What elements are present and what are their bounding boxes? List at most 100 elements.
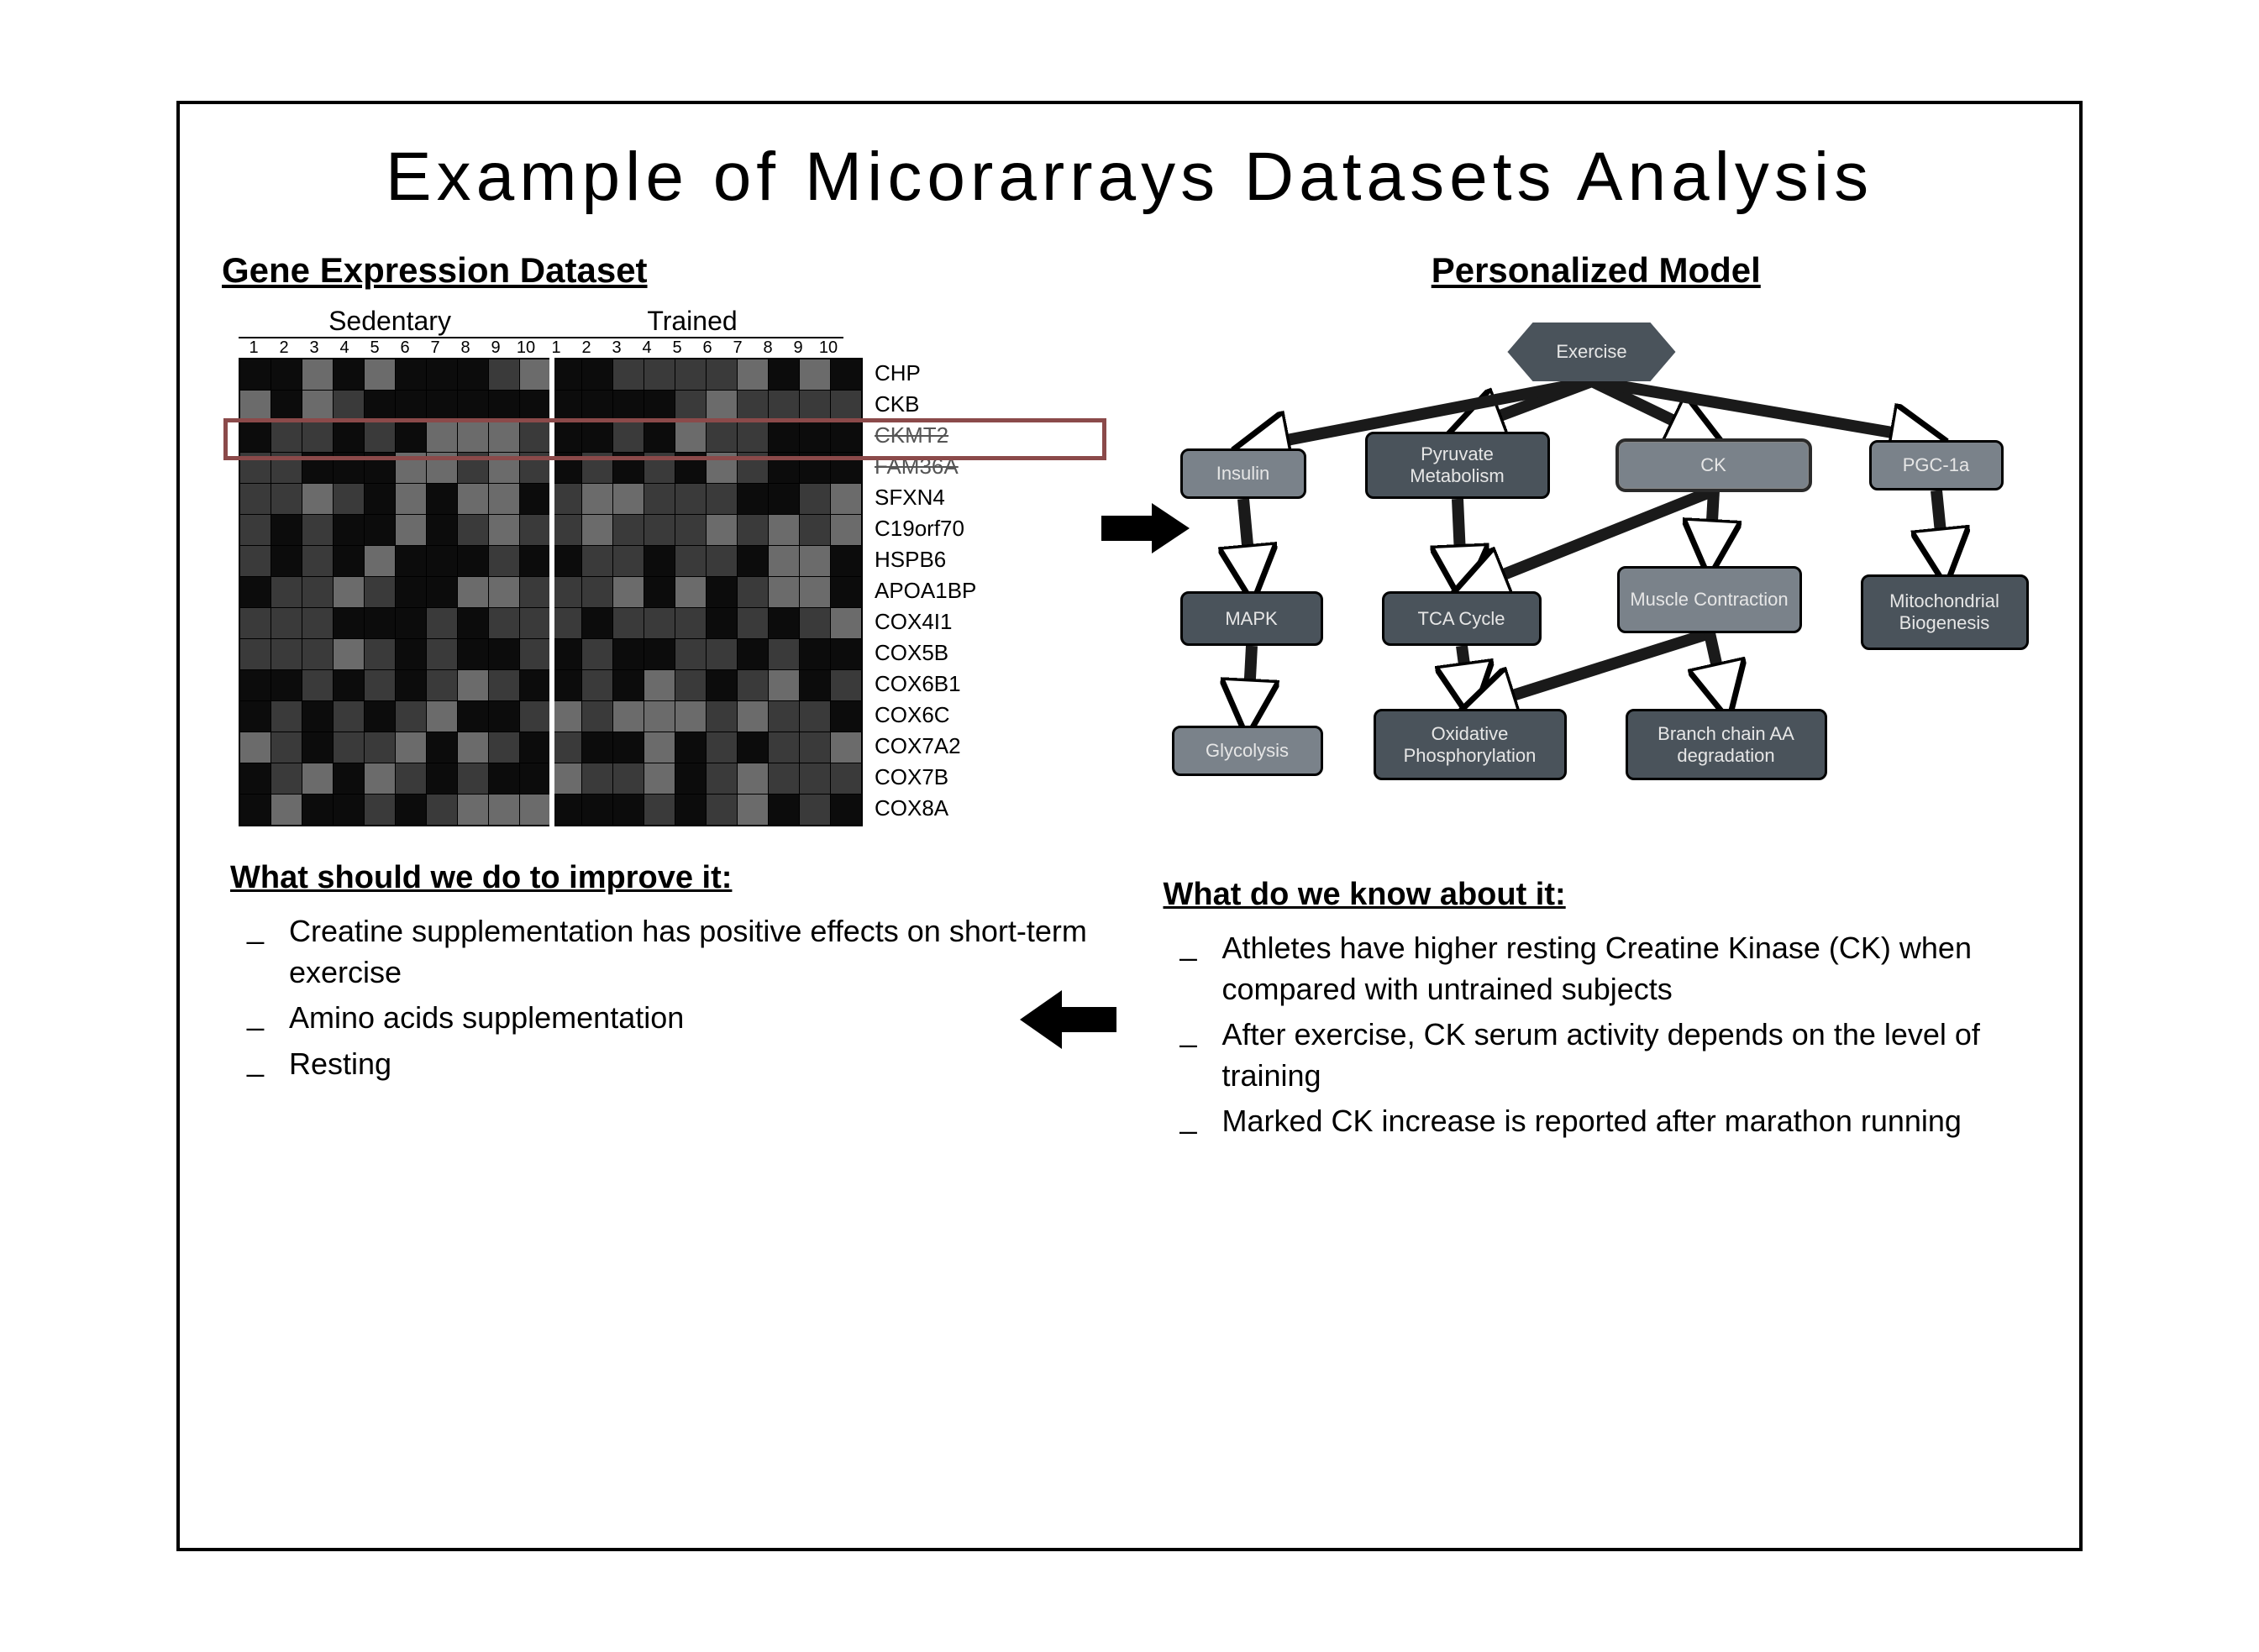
heatmap-cell bbox=[334, 391, 364, 421]
slide-frame: Example of Micorarrays Datasets Analysis… bbox=[176, 101, 2083, 1551]
flow-node-ck: CK bbox=[1617, 440, 1810, 490]
heatmap-cell bbox=[613, 422, 644, 452]
heatmap-cell bbox=[707, 577, 737, 607]
list-item: After exercise, CK serum activity depend… bbox=[1180, 1015, 2046, 1096]
col-number: 8 bbox=[753, 338, 783, 358]
heatmap-cell bbox=[396, 763, 426, 794]
heatmap-cell bbox=[769, 422, 799, 452]
heatmap-cell bbox=[707, 701, 737, 732]
heatmap-cell bbox=[769, 577, 799, 607]
arrow-left-icon bbox=[1016, 986, 1116, 1053]
gene-label: CKB bbox=[875, 389, 976, 420]
heatmap-cell bbox=[334, 701, 364, 732]
heatmap-cell bbox=[334, 422, 364, 452]
flow-edge bbox=[1243, 499, 1252, 591]
heatmap-cell bbox=[489, 484, 519, 514]
heatmap-cell bbox=[800, 732, 830, 763]
heatmap-cell bbox=[396, 795, 426, 825]
heatmap-cell bbox=[707, 546, 737, 576]
heatmap-cell bbox=[240, 795, 271, 825]
heatmap-cell bbox=[520, 577, 550, 607]
heatmap-cell bbox=[613, 453, 644, 483]
heatmap-cell bbox=[707, 422, 737, 452]
heatmap-cell bbox=[769, 608, 799, 638]
gene-label: FAM36A bbox=[875, 451, 976, 482]
heatmap-cell bbox=[334, 639, 364, 669]
heatmap-cell bbox=[302, 639, 333, 669]
heatmap-cell bbox=[613, 484, 644, 514]
heatmap-cell bbox=[675, 515, 706, 545]
know-heading: What do we know about it: bbox=[1164, 877, 2046, 913]
col-number: 5 bbox=[662, 338, 692, 358]
heatmap-cell bbox=[738, 577, 768, 607]
page: Example of Micorarrays Datasets Analysis… bbox=[0, 0, 2259, 1652]
heatmap-cell bbox=[396, 639, 426, 669]
heatmap-cell bbox=[644, 453, 675, 483]
heatmap-cell bbox=[302, 670, 333, 700]
heatmap-cell bbox=[427, 670, 457, 700]
heatmap-cell bbox=[800, 701, 830, 732]
heatmap-cell bbox=[551, 422, 581, 452]
heatmap-cell bbox=[644, 484, 675, 514]
heatmap-cell bbox=[271, 515, 302, 545]
heatmap-cell bbox=[707, 608, 737, 638]
heatmap-cell bbox=[769, 795, 799, 825]
heatmap-cell bbox=[489, 608, 519, 638]
heatmap-cell bbox=[675, 732, 706, 763]
heatmap-cell bbox=[831, 422, 861, 452]
heatmap-cell bbox=[427, 484, 457, 514]
heatmap-cell bbox=[738, 608, 768, 638]
heatmap-cell bbox=[489, 453, 519, 483]
heatmap-cell bbox=[271, 391, 302, 421]
heatmap-cell bbox=[582, 763, 612, 794]
heatmap-cell bbox=[551, 639, 581, 669]
heatmap-cell bbox=[302, 359, 333, 390]
heatmap-cell bbox=[271, 484, 302, 514]
list-item: Resting bbox=[247, 1044, 1113, 1085]
heatmap-cell bbox=[240, 763, 271, 794]
heatmap-cell bbox=[707, 763, 737, 794]
heatmap-cell bbox=[551, 732, 581, 763]
col-number: 7 bbox=[722, 338, 753, 358]
heatmap-cell bbox=[831, 608, 861, 638]
heatmap-cell bbox=[302, 391, 333, 421]
heatmap-cell bbox=[613, 546, 644, 576]
heatmap-cell bbox=[831, 577, 861, 607]
heatmap-cell bbox=[831, 701, 861, 732]
heatmap-cell bbox=[644, 701, 675, 732]
heatmap-cell bbox=[582, 546, 612, 576]
heatmap-cell bbox=[240, 484, 271, 514]
heatmap-cell bbox=[240, 546, 271, 576]
heatmap-cell bbox=[800, 670, 830, 700]
heatmap-cell bbox=[271, 546, 302, 576]
know-list: Athletes have higher resting Creatine Ki… bbox=[1180, 928, 2046, 1142]
flow-node-pgc: PGC-1a bbox=[1869, 440, 2004, 490]
heatmap-cell bbox=[302, 453, 333, 483]
heatmap-cell bbox=[489, 359, 519, 390]
heatmap-cell bbox=[551, 359, 581, 390]
heatmap-cell bbox=[644, 359, 675, 390]
heatmap-cell bbox=[675, 577, 706, 607]
flow-node-mito: Mitochondrial Biogenesis bbox=[1861, 574, 2029, 650]
heatmap-cell bbox=[520, 515, 550, 545]
heatmap-cell bbox=[396, 422, 426, 452]
heatmap-cell bbox=[458, 453, 488, 483]
list-item: Amino acids supplementation bbox=[247, 998, 1113, 1039]
heatmap-cell bbox=[334, 732, 364, 763]
heatmap-cell bbox=[675, 453, 706, 483]
heatmap-cell bbox=[644, 391, 675, 421]
heatmap-cell bbox=[520, 639, 550, 669]
heatmap-cell bbox=[644, 639, 675, 669]
heatmap-cell bbox=[675, 670, 706, 700]
gene-expression-heading: Gene Expression Dataset bbox=[222, 250, 1113, 291]
heatmap-cell bbox=[520, 701, 550, 732]
heatmap-split-line bbox=[549, 358, 554, 826]
heatmap-cell bbox=[800, 546, 830, 576]
heatmap-cell bbox=[675, 391, 706, 421]
heatmap-cell bbox=[644, 732, 675, 763]
heatmap-cell bbox=[613, 701, 644, 732]
heatmap-cell bbox=[769, 732, 799, 763]
heatmap-cell bbox=[458, 701, 488, 732]
heatmap-cell bbox=[520, 795, 550, 825]
heatmap-cell bbox=[334, 453, 364, 483]
